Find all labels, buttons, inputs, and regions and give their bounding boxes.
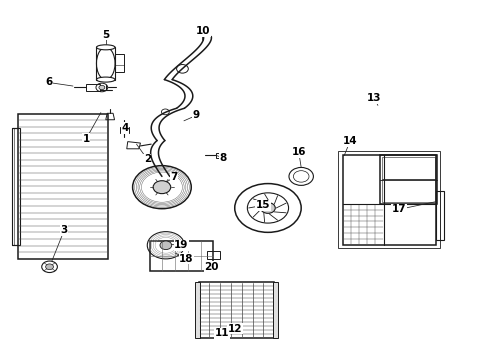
Bar [97, 47, 115, 80]
Text: 7: 7 [171, 172, 178, 182]
Text: 18: 18 [179, 254, 194, 264]
Bar [198, 282, 274, 338]
Circle shape [153, 181, 171, 194]
Text: 11: 11 [215, 328, 229, 338]
Bar [120, 127, 129, 133]
Text: 8: 8 [220, 153, 227, 163]
Bar [338, 151, 441, 248]
Bar [273, 282, 278, 338]
Text: 15: 15 [256, 200, 270, 210]
Bar [18, 114, 108, 259]
Text: 14: 14 [343, 136, 357, 146]
Text: 20: 20 [204, 262, 219, 272]
Text: 4: 4 [122, 123, 129, 133]
Text: 5: 5 [102, 30, 109, 40]
Text: 6: 6 [45, 77, 52, 87]
Circle shape [46, 264, 53, 270]
Text: 3: 3 [61, 225, 68, 235]
Text: 10: 10 [196, 26, 211, 36]
Circle shape [99, 85, 105, 90]
Text: 13: 13 [367, 93, 382, 103]
Bar [216, 153, 226, 158]
Bar [86, 84, 100, 91]
Circle shape [160, 241, 172, 249]
Bar [207, 251, 220, 259]
Text: 12: 12 [228, 324, 243, 334]
Ellipse shape [97, 47, 115, 80]
Text: 9: 9 [193, 111, 200, 121]
Text: 19: 19 [174, 240, 189, 250]
Text: 1: 1 [83, 134, 90, 144]
Bar [150, 241, 213, 271]
Bar [343, 155, 436, 244]
Bar [380, 155, 438, 204]
Text: 16: 16 [292, 147, 306, 157]
Bar [382, 157, 435, 179]
Bar [436, 191, 444, 240]
Text: 2: 2 [144, 154, 151, 164]
Ellipse shape [97, 45, 115, 50]
Bar [382, 179, 435, 202]
Bar [115, 54, 124, 72]
Text: 17: 17 [392, 204, 406, 215]
Ellipse shape [97, 77, 115, 82]
Bar [12, 128, 20, 244]
Bar [195, 282, 199, 338]
Circle shape [261, 203, 275, 213]
